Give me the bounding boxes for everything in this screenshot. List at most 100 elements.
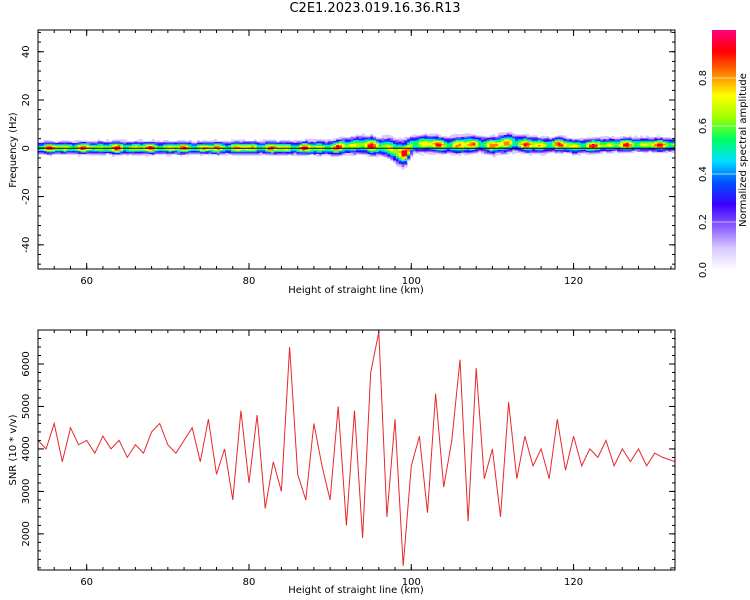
heatmap-cell <box>66 139 70 142</box>
heatmap-cell <box>464 150 468 153</box>
heatmap-cell <box>310 141 314 144</box>
heatmap-cell <box>214 140 218 143</box>
heatmap-cell <box>395 142 400 144</box>
heatmap-cell <box>299 143 303 146</box>
heatmap-cell <box>569 152 573 154</box>
heatmap-cell <box>461 153 465 156</box>
heatmap-cell <box>390 137 394 140</box>
heatmap-cell <box>302 138 306 141</box>
heatmap-cell <box>171 150 175 153</box>
heatmap-cell <box>208 146 212 149</box>
heatmap-cell <box>387 150 391 153</box>
heatmap-cell <box>219 140 224 143</box>
heatmap-cell <box>80 150 84 153</box>
heatmap-cell <box>472 144 476 147</box>
heatmap-cell <box>356 142 360 145</box>
heatmap-cell <box>154 148 158 150</box>
heatmap-cell <box>458 139 462 142</box>
heatmap-cell <box>549 144 553 147</box>
heatmap-cell <box>74 148 79 150</box>
heatmap-cell <box>333 140 337 143</box>
heatmap-cell <box>74 145 79 148</box>
heatmap-cell <box>594 151 598 154</box>
heatmap-cell <box>202 147 206 150</box>
heatmap-cell <box>461 151 465 153</box>
heatmap-cell <box>262 139 266 142</box>
heatmap-cell <box>427 134 431 136</box>
heatmap-cell <box>214 141 218 144</box>
heatmap-cell <box>549 151 553 154</box>
heatmap-cell <box>410 137 414 140</box>
heatmap-cell <box>401 145 405 147</box>
heatmap-cell <box>407 161 411 164</box>
heatmap-cell <box>662 142 667 144</box>
heatmap-cell <box>94 152 99 155</box>
heatmap-cell <box>569 150 573 153</box>
heatmap-cell <box>387 157 391 159</box>
heatmap-cell <box>199 153 204 155</box>
heatmap-cell <box>586 141 590 144</box>
heatmap-cell <box>446 153 451 156</box>
heatmap-cell <box>310 154 314 157</box>
x-tick-label: 80 <box>243 577 256 588</box>
heatmap-cell <box>415 141 419 144</box>
heatmap-cell <box>296 151 300 154</box>
heatmap-cell <box>319 149 323 152</box>
heatmap-cell <box>208 144 212 146</box>
heatmap-cell <box>109 152 113 155</box>
heatmap-cell <box>287 152 292 155</box>
heatmap-cell <box>344 152 348 155</box>
y-tick-label: 3000 <box>21 479 32 504</box>
heatmap-cell <box>236 144 241 147</box>
heatmap-cell <box>123 146 127 148</box>
heatmap-cell <box>120 152 124 155</box>
heatmap-cell <box>421 153 425 156</box>
heatmap-cell <box>401 146 405 149</box>
heatmap-cell <box>654 140 658 143</box>
heatmap-cell <box>160 140 164 142</box>
heatmap-cell <box>188 143 192 146</box>
heatmap-cell <box>273 142 277 144</box>
heatmap-cell <box>557 133 561 136</box>
heatmap-cell <box>57 139 62 142</box>
heatmap-cell <box>427 146 431 148</box>
heatmap-cell <box>466 142 471 145</box>
heatmap-cell <box>637 148 641 151</box>
heatmap-cell <box>410 145 414 148</box>
heatmap-cell <box>517 144 522 147</box>
heatmap-cell <box>478 144 482 146</box>
heatmap-cell <box>398 137 402 140</box>
heatmap-cell <box>49 147 53 150</box>
heatmap-cell <box>401 153 405 155</box>
heatmap-cell <box>486 149 490 152</box>
heatmap-cell <box>205 148 209 150</box>
heatmap-cell <box>625 142 630 145</box>
heatmap-cell <box>429 141 434 143</box>
heatmap-cell <box>523 143 527 145</box>
heatmap-cell <box>171 142 175 145</box>
heatmap-cell <box>552 136 556 139</box>
heatmap-cell <box>429 139 434 142</box>
heatmap-cell <box>495 143 499 146</box>
heatmap-cell <box>489 151 493 153</box>
heatmap-cell <box>373 143 377 146</box>
heatmap-cell <box>654 142 658 144</box>
heatmap-cell <box>492 135 496 138</box>
heatmap-cell <box>625 136 630 139</box>
heatmap-cell <box>608 138 613 141</box>
heatmap-cell <box>640 152 644 155</box>
heatmap-cell <box>591 151 596 154</box>
heatmap-cell <box>608 146 613 149</box>
heatmap-cell <box>185 143 189 146</box>
snr-frame <box>37 329 676 571</box>
heatmap-cell <box>117 146 121 148</box>
heatmap-cell <box>347 152 351 155</box>
heatmap-cell <box>378 134 383 137</box>
heatmap-cell <box>126 154 130 156</box>
heatmap-cell <box>532 141 536 144</box>
heatmap-cell <box>591 135 596 138</box>
heatmap-cell <box>233 151 238 154</box>
heatmap-cell <box>199 145 204 148</box>
heatmap-cell <box>174 149 178 151</box>
heatmap-cell <box>526 152 530 155</box>
